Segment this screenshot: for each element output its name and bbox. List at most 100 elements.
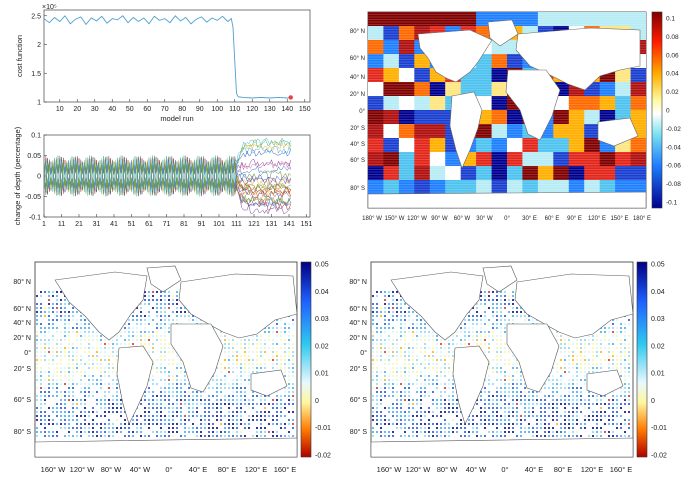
sens-dot — [599, 330, 603, 334]
sens-dot — [267, 430, 271, 434]
region-cell — [537, 166, 554, 181]
sens-dot — [147, 314, 151, 318]
sens-dot — [511, 386, 515, 390]
sens-dot — [251, 334, 255, 338]
sens-dot — [399, 410, 403, 414]
sens-dot — [387, 318, 391, 322]
sens-dot — [611, 414, 615, 418]
sens-dot — [35, 354, 39, 358]
sens-dot — [55, 342, 59, 346]
sens-dot — [623, 338, 627, 342]
region-cell — [553, 180, 570, 195]
region-cell — [553, 166, 570, 181]
sens-dot — [571, 434, 575, 438]
sens-dot — [163, 394, 167, 398]
sens-dot — [503, 402, 507, 406]
cost-y-ticks: 11.522.5 — [31, 13, 47, 107]
sens-dot — [287, 354, 291, 358]
sens-dot — [239, 386, 243, 390]
sens-dot — [499, 294, 503, 298]
sens-dot — [575, 410, 579, 414]
cost-y-tick-label: 2.5 — [31, 13, 41, 20]
sens-dot — [623, 362, 627, 366]
sens-dot — [159, 378, 163, 382]
sens-dot — [163, 322, 167, 326]
sens-dot — [499, 378, 503, 382]
region-lat-label: 60° N — [350, 56, 365, 62]
sens-dot — [179, 370, 183, 374]
sens-dot — [219, 394, 223, 398]
sens-dot — [167, 350, 171, 354]
sens-dot — [115, 350, 119, 354]
sens-dot — [67, 330, 71, 334]
sens-dot — [587, 350, 591, 354]
sens-dot — [71, 394, 75, 398]
sens-dot — [391, 394, 395, 398]
sens-dot — [171, 390, 175, 394]
sens-dot — [387, 302, 391, 306]
sens-dot — [403, 350, 407, 354]
sens-dot — [495, 298, 499, 302]
sens-dot — [167, 302, 171, 306]
sens-dot — [503, 430, 507, 434]
sens-dot — [627, 354, 631, 358]
sens-dot — [71, 434, 75, 438]
sens-dot — [571, 418, 575, 422]
sens-dot — [51, 294, 55, 298]
sens-dot — [103, 410, 107, 414]
sens-dot — [155, 394, 159, 398]
sens-dot — [151, 382, 155, 386]
sens-dot — [39, 418, 43, 422]
sens-dot — [227, 382, 231, 386]
sens-dot — [251, 394, 255, 398]
sens-dot — [427, 362, 431, 366]
sens-dot — [235, 382, 239, 386]
sens-dot — [507, 318, 511, 322]
sens-dot — [87, 354, 91, 358]
sens-dot — [279, 318, 283, 322]
sens-dot — [79, 398, 83, 402]
sens-dot — [527, 398, 531, 402]
sens-dot — [379, 414, 383, 418]
sens-dot — [119, 410, 123, 414]
sens-dot — [263, 330, 267, 334]
sens-dot — [87, 382, 91, 386]
sens-dot — [599, 346, 603, 350]
sens-dot — [395, 410, 399, 414]
sens-dot — [547, 402, 551, 406]
sens-dot — [147, 402, 151, 406]
sens-dot — [447, 410, 451, 414]
sens-dot — [563, 366, 567, 370]
sens-dot — [75, 318, 79, 322]
sens-dot — [499, 366, 503, 370]
region-cell — [584, 180, 601, 195]
sens-dot — [391, 338, 395, 342]
sens-dot — [219, 338, 223, 342]
sens-dot — [67, 326, 71, 330]
sens-dot — [39, 354, 43, 358]
sens-dot — [227, 430, 231, 434]
sens-dot — [155, 314, 159, 318]
sens-dot — [179, 382, 183, 386]
sens-dot — [619, 346, 623, 350]
sens-dot — [43, 426, 47, 430]
sens-dot — [431, 350, 435, 354]
sens-dot — [447, 406, 451, 410]
sens-dot — [451, 378, 455, 382]
sens-dot — [623, 430, 627, 434]
sens-dot — [475, 402, 479, 406]
sens-dot — [151, 346, 155, 350]
sens-dot — [571, 426, 575, 430]
sens-dot — [211, 422, 215, 426]
sens-dot — [399, 370, 403, 374]
region-lat-label: 80° S — [350, 186, 365, 192]
sens-dot — [47, 346, 51, 350]
sens-dot — [415, 330, 419, 334]
sens-dot — [499, 314, 503, 318]
sens-dot — [383, 310, 387, 314]
region-cell — [630, 12, 646, 27]
sens-dot — [627, 318, 631, 322]
sens-dot — [503, 434, 507, 438]
sens-dot — [203, 410, 207, 414]
sens-dot — [263, 362, 267, 366]
